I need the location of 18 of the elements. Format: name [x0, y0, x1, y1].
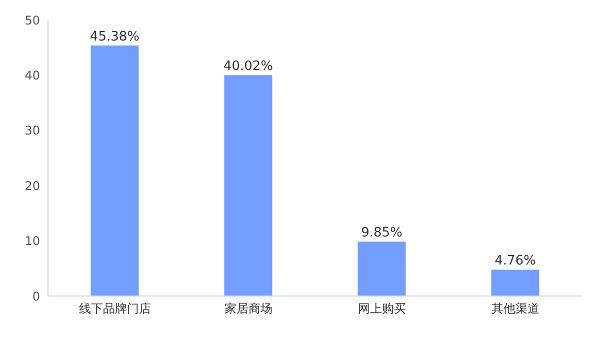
y-tick-label: 50 — [24, 13, 40, 28]
x-tick-label: 其他渠道 — [491, 302, 540, 316]
data-label: 40.02% — [223, 59, 274, 74]
y-tick-label: 20 — [24, 178, 40, 193]
x-tick-label: 线下品牌门店 — [78, 302, 151, 316]
data-label: 9.85% — [361, 226, 402, 241]
y-tick-label: 40 — [24, 68, 40, 82]
x-tick-label: 家居商场 — [224, 302, 272, 316]
data-label: 4.76% — [494, 254, 536, 269]
y-tick-label: 30 — [24, 124, 40, 138]
x-tick-label: 网上购买 — [358, 302, 406, 316]
bar — [224, 75, 272, 296]
bar — [358, 242, 406, 296]
y-tick-label: 0 — [32, 289, 40, 304]
y-tick-label: 10 — [24, 234, 40, 248]
bar — [491, 270, 540, 296]
data-label: 45.38% — [90, 30, 140, 44]
bar — [90, 46, 139, 296]
